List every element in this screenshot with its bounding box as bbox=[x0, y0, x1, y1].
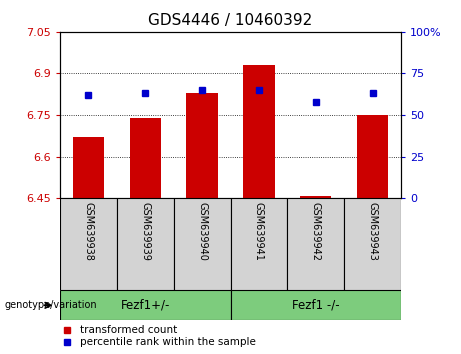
Bar bbox=[117, 198, 174, 290]
Text: Fezf1 -/-: Fezf1 -/- bbox=[292, 299, 340, 312]
Bar bbox=[186, 93, 218, 198]
Text: GSM639938: GSM639938 bbox=[83, 202, 94, 261]
Bar bbox=[243, 65, 275, 198]
Text: transformed count: transformed count bbox=[80, 325, 177, 335]
Bar bbox=[287, 198, 344, 290]
Bar bbox=[73, 137, 104, 198]
Bar bbox=[130, 118, 161, 198]
Title: GDS4446 / 10460392: GDS4446 / 10460392 bbox=[148, 13, 313, 28]
Text: GSM639943: GSM639943 bbox=[367, 202, 378, 261]
Text: GSM639940: GSM639940 bbox=[197, 202, 207, 261]
Text: Fezf1+/-: Fezf1+/- bbox=[120, 299, 170, 312]
Text: GSM639941: GSM639941 bbox=[254, 202, 264, 261]
Bar bbox=[174, 198, 230, 290]
Text: GSM639942: GSM639942 bbox=[311, 202, 321, 261]
Bar bbox=[60, 198, 117, 290]
Bar bbox=[300, 196, 331, 198]
Bar bbox=[344, 198, 401, 290]
Bar bbox=[230, 290, 401, 320]
Bar bbox=[357, 115, 388, 198]
Bar bbox=[230, 198, 287, 290]
Text: GSM639939: GSM639939 bbox=[140, 202, 150, 261]
Text: percentile rank within the sample: percentile rank within the sample bbox=[80, 337, 256, 347]
Text: genotype/variation: genotype/variation bbox=[5, 300, 97, 310]
Bar bbox=[60, 290, 230, 320]
